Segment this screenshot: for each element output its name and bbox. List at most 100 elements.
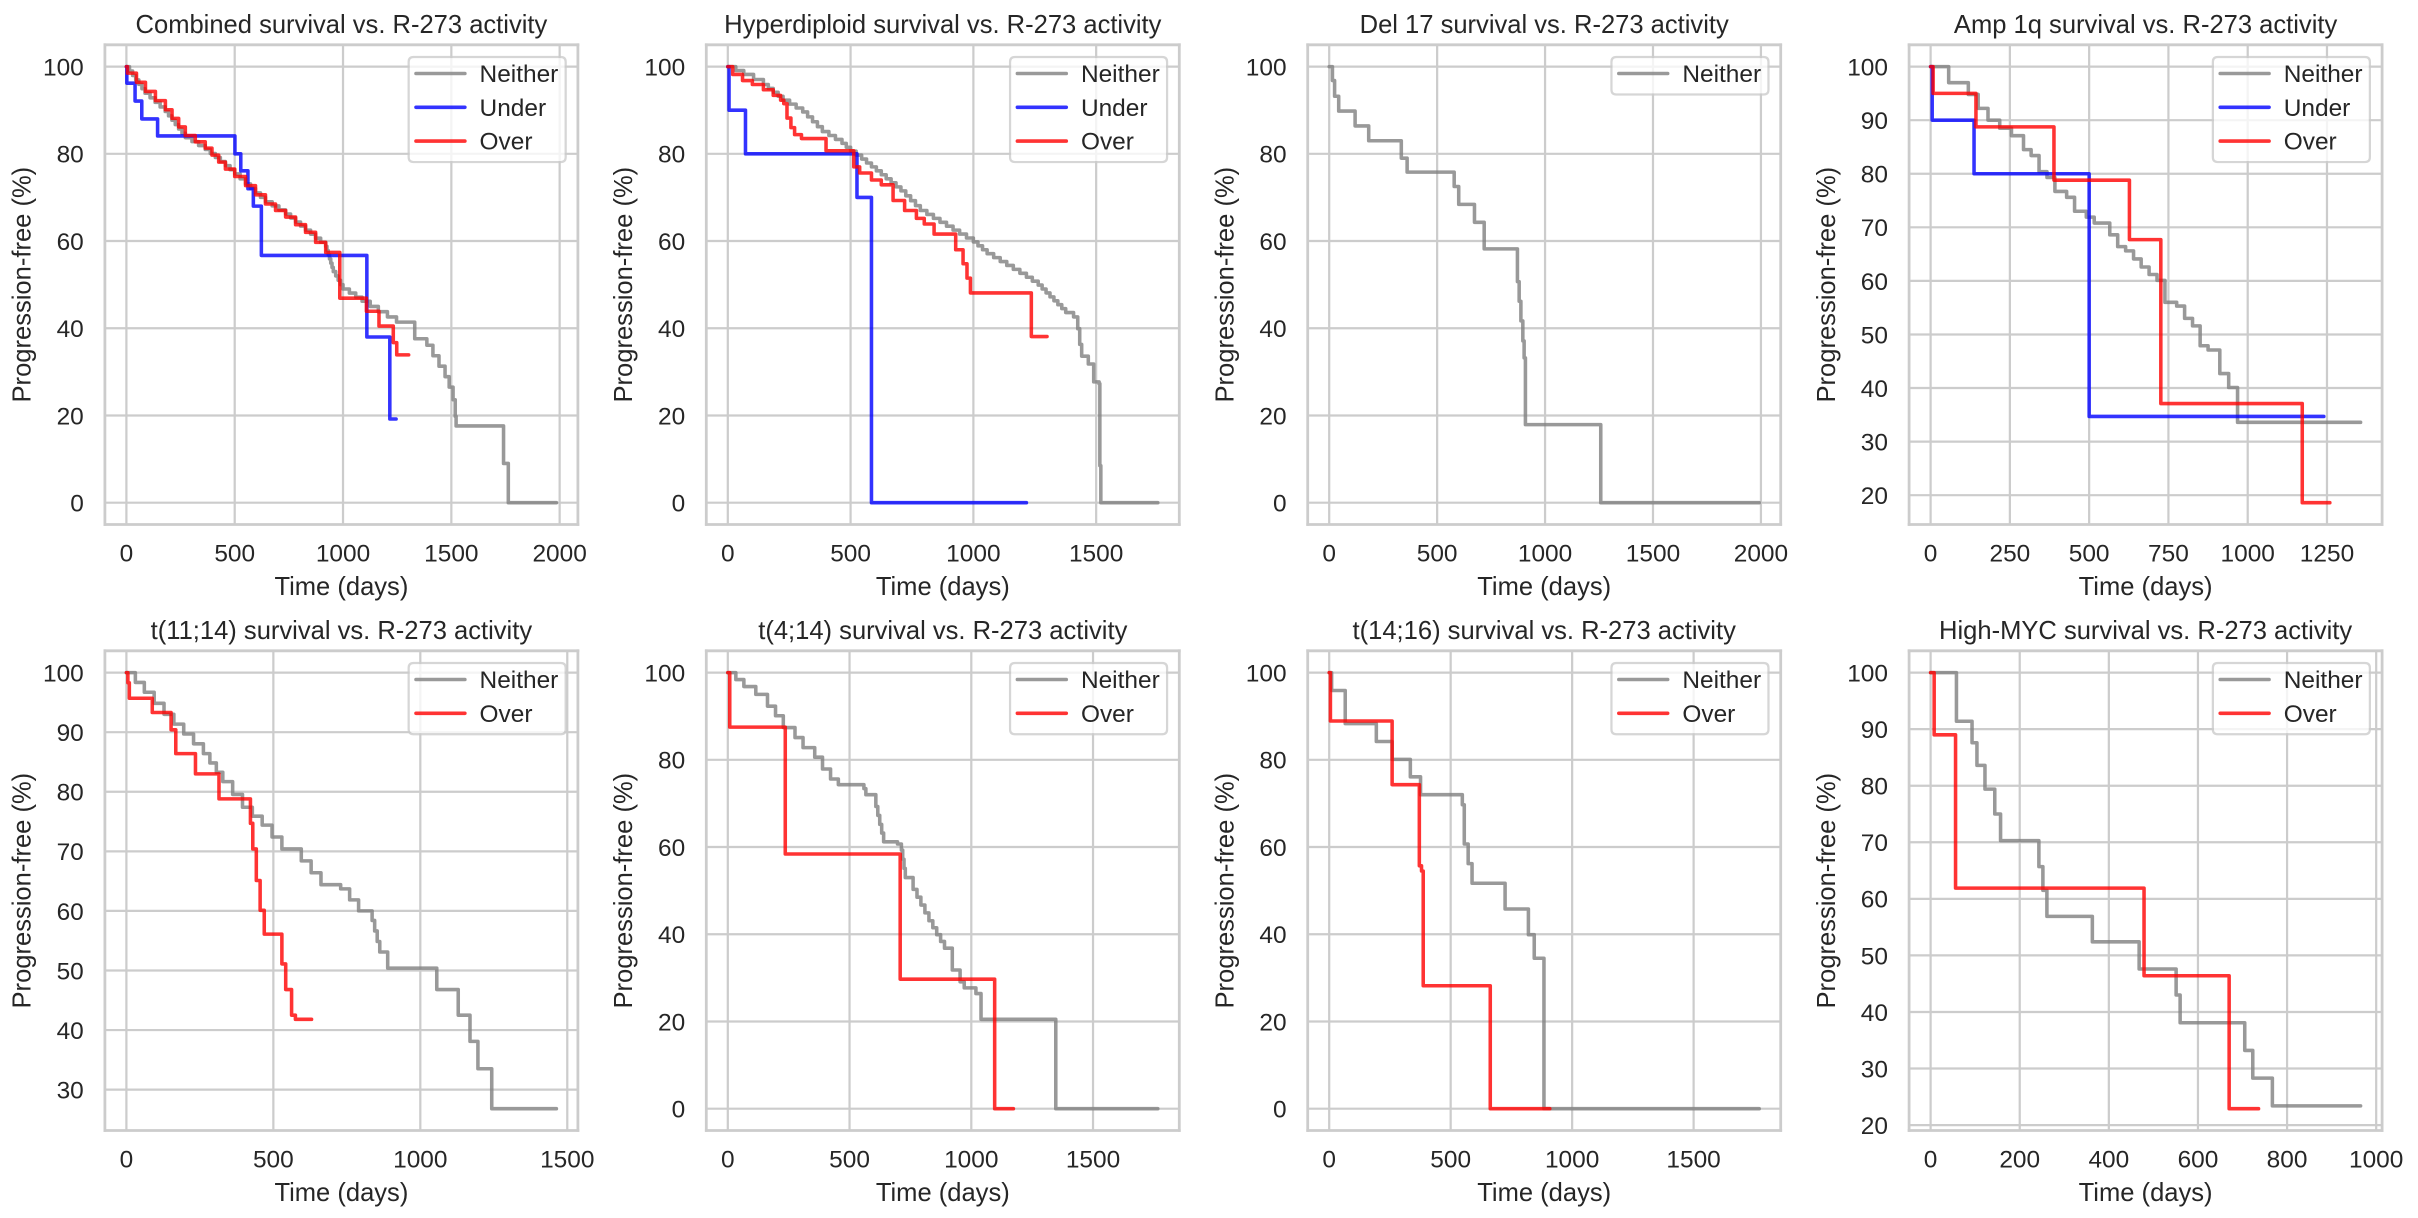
svg-text:500: 500 [830,540,871,567]
svg-text:Under: Under [1081,95,1148,122]
svg-text:Over: Over [2284,129,2337,156]
svg-text:Progression-free (%): Progression-free (%) [9,773,37,1009]
svg-text:40: 40 [1861,376,1888,403]
svg-text:Neither: Neither [1081,667,1160,694]
svg-text:100: 100 [1847,54,1888,81]
svg-text:Time (days): Time (days) [1477,573,1611,601]
svg-text:Del 17 survival vs. R-273 acti: Del 17 survival vs. R-273 activity [1360,11,1729,39]
svg-text:40: 40 [57,1018,84,1045]
svg-text:20: 20 [57,403,84,430]
svg-text:Time (days): Time (days) [1477,1179,1611,1207]
svg-text:0: 0 [1924,1146,1938,1173]
svg-text:750: 750 [2148,540,2189,567]
svg-text:0: 0 [1322,1146,1336,1173]
svg-text:200: 200 [1999,1146,2040,1173]
svg-text:80: 80 [658,142,685,169]
svg-text:1000: 1000 [2221,540,2275,567]
svg-text:Progression-free (%): Progression-free (%) [610,167,638,403]
svg-text:600: 600 [2178,1146,2219,1173]
svg-text:50: 50 [57,958,84,985]
svg-text:80: 80 [1259,142,1286,169]
svg-text:1000: 1000 [316,540,370,567]
svg-text:Neither: Neither [1682,667,1761,694]
svg-text:500: 500 [829,1146,870,1173]
svg-text:Progression-free (%): Progression-free (%) [1211,167,1239,403]
svg-text:40: 40 [1259,316,1286,343]
svg-text:500: 500 [1430,1146,1471,1173]
svg-text:1500: 1500 [1069,540,1123,567]
svg-text:Over: Over [480,129,533,156]
svg-text:20: 20 [658,1009,685,1036]
svg-text:500: 500 [2069,540,2110,567]
svg-text:Neither: Neither [1081,61,1160,88]
svg-text:0: 0 [672,1097,686,1124]
svg-text:Neither: Neither [2284,667,2363,694]
svg-text:20: 20 [658,403,685,430]
svg-text:Over: Over [1682,701,1735,728]
svg-text:100: 100 [644,660,685,687]
svg-text:60: 60 [1861,269,1888,296]
svg-text:Neither: Neither [480,61,559,88]
svg-text:40: 40 [1861,1000,1888,1027]
svg-text:Under: Under [480,95,547,122]
svg-text:Neither: Neither [2284,61,2363,88]
svg-text:80: 80 [57,142,84,169]
svg-text:Time (days): Time (days) [876,573,1010,601]
svg-text:Progression-free (%): Progression-free (%) [1813,773,1841,1009]
svg-text:50: 50 [1861,943,1888,970]
svg-text:40: 40 [57,316,84,343]
svg-text:60: 60 [658,229,685,256]
svg-text:0: 0 [672,491,686,518]
svg-text:60: 60 [1861,887,1888,914]
svg-text:30: 30 [57,1077,84,1104]
svg-text:20: 20 [1259,1009,1286,1036]
svg-text:70: 70 [1861,215,1888,242]
svg-text:90: 90 [1861,717,1888,744]
svg-text:0: 0 [70,491,84,518]
svg-text:1000: 1000 [946,540,1000,567]
svg-text:90: 90 [57,720,84,747]
svg-text:2000: 2000 [1734,540,1788,567]
svg-text:1500: 1500 [1666,1146,1720,1173]
svg-text:High-MYC survival vs. R-273 ac: High-MYC survival vs. R-273 activity [1939,617,2352,645]
svg-text:60: 60 [1259,229,1286,256]
svg-text:1000: 1000 [393,1146,447,1173]
svg-text:1250: 1250 [2300,540,2354,567]
svg-text:40: 40 [658,922,685,949]
svg-text:Progression-free (%): Progression-free (%) [9,167,37,403]
svg-text:80: 80 [1259,748,1286,775]
svg-text:20: 20 [1259,403,1286,430]
svg-text:500: 500 [253,1146,294,1173]
svg-text:50: 50 [1861,322,1888,349]
svg-text:60: 60 [57,899,84,926]
svg-text:0: 0 [721,540,735,567]
svg-text:100: 100 [1847,660,1888,687]
svg-text:0: 0 [1273,491,1287,518]
svg-text:Amp 1q survival vs. R-273 acti: Amp 1q survival vs. R-273 activity [1954,11,2338,39]
svg-text:1500: 1500 [1066,1146,1120,1173]
svg-text:Time (days): Time (days) [876,1179,1010,1207]
svg-text:400: 400 [2088,1146,2129,1173]
svg-text:2000: 2000 [532,540,586,567]
svg-text:Over: Over [1081,129,1134,156]
svg-text:0: 0 [721,1146,735,1173]
svg-text:Time (days): Time (days) [2079,573,2213,601]
svg-text:1000: 1000 [2349,1146,2403,1173]
svg-text:0: 0 [1273,1097,1287,1124]
svg-text:90: 90 [1861,108,1888,135]
svg-text:t(14;16) survival vs. R-273 ac: t(14;16) survival vs. R-273 activity [1353,617,1737,645]
svg-text:40: 40 [1259,922,1286,949]
svg-text:t(4;14) survival vs. R-273 act: t(4;14) survival vs. R-273 activity [758,617,1127,645]
svg-text:80: 80 [1861,162,1888,189]
svg-text:100: 100 [644,54,685,81]
svg-text:80: 80 [658,748,685,775]
svg-text:Time (days): Time (days) [2079,1179,2213,1207]
svg-text:Time (days): Time (days) [274,573,408,601]
svg-text:Over: Over [1081,701,1134,728]
svg-text:1500: 1500 [540,1146,594,1173]
svg-text:Hyperdiploid survival vs. R-27: Hyperdiploid survival vs. R-273 activity [724,11,1162,39]
svg-text:70: 70 [1861,830,1888,857]
svg-text:500: 500 [214,540,255,567]
svg-text:100: 100 [43,660,84,687]
svg-text:Progression-free (%): Progression-free (%) [1813,167,1841,403]
